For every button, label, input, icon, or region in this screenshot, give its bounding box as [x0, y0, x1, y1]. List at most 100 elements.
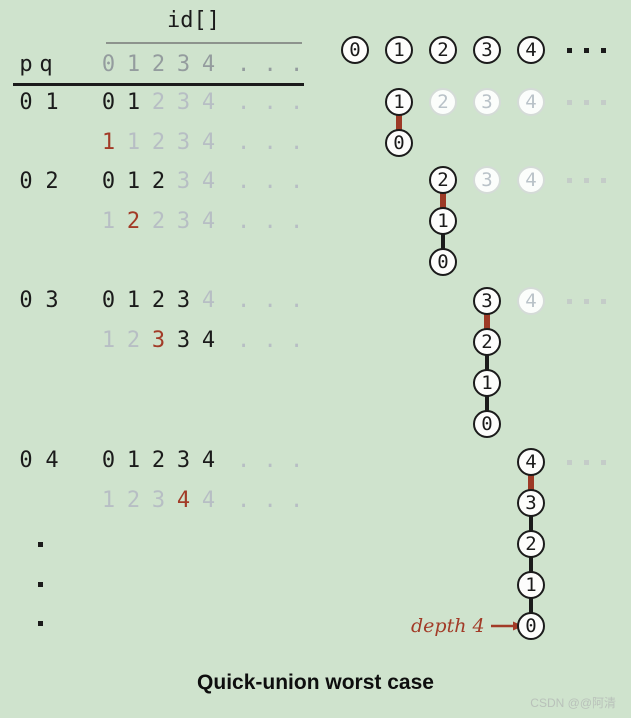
row-ellipsis-dot: [601, 460, 606, 465]
tree-node: 1: [473, 369, 501, 397]
row-ellipsis-dot: [601, 100, 606, 105]
id-cell: 4: [201, 209, 216, 234]
id-cell: 4: [201, 130, 216, 155]
id-cell: 1: [101, 328, 116, 353]
id-cell: 0: [101, 169, 116, 194]
q-value: 4: [45, 448, 59, 473]
tree-node-faded: 4: [517, 287, 545, 315]
vertical-ellipsis-dot: [38, 621, 43, 626]
q-value: 3: [45, 288, 59, 313]
row-ellipsis-dot: [584, 100, 589, 105]
tree-node: 3: [473, 36, 501, 64]
id-cell: 2: [151, 209, 166, 234]
row-ellipsis-dot: [567, 48, 572, 53]
id-cell: 1: [126, 288, 141, 313]
id-cell: . . .: [237, 130, 304, 155]
id-cell: 3: [151, 488, 166, 513]
id-cell: . . .: [237, 90, 304, 115]
id-cell: 3: [176, 328, 191, 353]
id-cell: 4: [201, 288, 216, 313]
id-cell: 2: [151, 130, 166, 155]
p-value: 0: [19, 288, 33, 313]
tree-node: 0: [517, 612, 545, 640]
tree-edge-new: [484, 314, 490, 329]
id-cell: 2: [126, 209, 141, 234]
id-cell: 3: [176, 90, 191, 115]
tree-node: 2: [429, 36, 457, 64]
p-column-header: p: [19, 52, 33, 77]
id-header-rule: [106, 42, 302, 44]
tree-edge: [529, 598, 533, 613]
row-ellipsis-dot: [567, 100, 572, 105]
row-ellipsis-dot: [584, 178, 589, 183]
id-cell: 3: [176, 288, 191, 313]
index-header-cell: 4: [201, 52, 216, 77]
row-ellipsis-dot: [567, 460, 572, 465]
tree-node: 1: [385, 88, 413, 116]
index-header-cell: . . .: [237, 52, 304, 77]
id-cell: 4: [176, 488, 191, 513]
id-cell: 1: [126, 130, 141, 155]
id-cell: . . .: [237, 328, 304, 353]
id-cell: 2: [126, 488, 141, 513]
figure-caption: Quick-union worst case: [197, 671, 434, 694]
p-value: 0: [19, 90, 33, 115]
tree-node: 0: [385, 129, 413, 157]
id-cell: 0: [101, 288, 116, 313]
tree-node: 2: [473, 328, 501, 356]
tree-node-faded: 4: [517, 88, 545, 116]
id-cell: 1: [101, 488, 116, 513]
id-cell: 0: [101, 90, 116, 115]
row-ellipsis-dot: [601, 178, 606, 183]
tree-edge: [485, 396, 489, 411]
table-header-rule: [13, 83, 304, 86]
id-cell: 3: [176, 169, 191, 194]
tree-node-faded: 4: [517, 166, 545, 194]
id-cell: 4: [201, 328, 216, 353]
tree-node: 2: [517, 530, 545, 558]
id-cell: 3: [176, 209, 191, 234]
id-cell: 2: [151, 448, 166, 473]
tree-edge-new: [528, 475, 534, 490]
tree-node: 1: [429, 207, 457, 235]
tree-node: 2: [429, 166, 457, 194]
tree-edge: [485, 355, 489, 370]
row-ellipsis-dot: [584, 48, 589, 53]
id-cell: . . .: [237, 448, 304, 473]
tree-node-faded: 2: [429, 88, 457, 116]
id-cell: . . .: [237, 288, 304, 313]
csdn-watermark: CSDN @@阿清: [530, 696, 616, 710]
id-cell: . . .: [237, 169, 304, 194]
tree-node-faded: 3: [473, 88, 501, 116]
index-header-cell: 0: [101, 52, 116, 77]
id-cell: 1: [101, 130, 116, 155]
tree-edge-new: [440, 193, 446, 208]
id-cell: . . .: [237, 488, 304, 513]
id-cell: 4: [201, 448, 216, 473]
tree-node: 4: [517, 448, 545, 476]
q-column-header: q: [39, 52, 53, 77]
id-cell: 2: [151, 90, 166, 115]
index-header-cell: 2: [151, 52, 166, 77]
row-ellipsis-dot: [601, 48, 606, 53]
tree-edge: [441, 234, 445, 249]
id-cell: 2: [151, 169, 166, 194]
depth-annotation: depth 4: [411, 615, 524, 637]
row-ellipsis-dot: [567, 299, 572, 304]
tree-edge: [529, 516, 533, 531]
tree-node: 4: [517, 36, 545, 64]
tree-node: 0: [429, 248, 457, 276]
id-cell: 3: [151, 328, 166, 353]
tree-node: 0: [341, 36, 369, 64]
index-header-cell: 3: [176, 52, 191, 77]
row-ellipsis-dot: [584, 299, 589, 304]
id-cell: 4: [201, 488, 216, 513]
id-cell: 1: [126, 169, 141, 194]
row-ellipsis-dot: [584, 460, 589, 465]
id-cell: 1: [101, 209, 116, 234]
p-value: 0: [19, 169, 33, 194]
tree-node: 3: [473, 287, 501, 315]
q-value: 2: [45, 169, 59, 194]
id-cell: 4: [201, 90, 216, 115]
tree-node: 1: [517, 571, 545, 599]
